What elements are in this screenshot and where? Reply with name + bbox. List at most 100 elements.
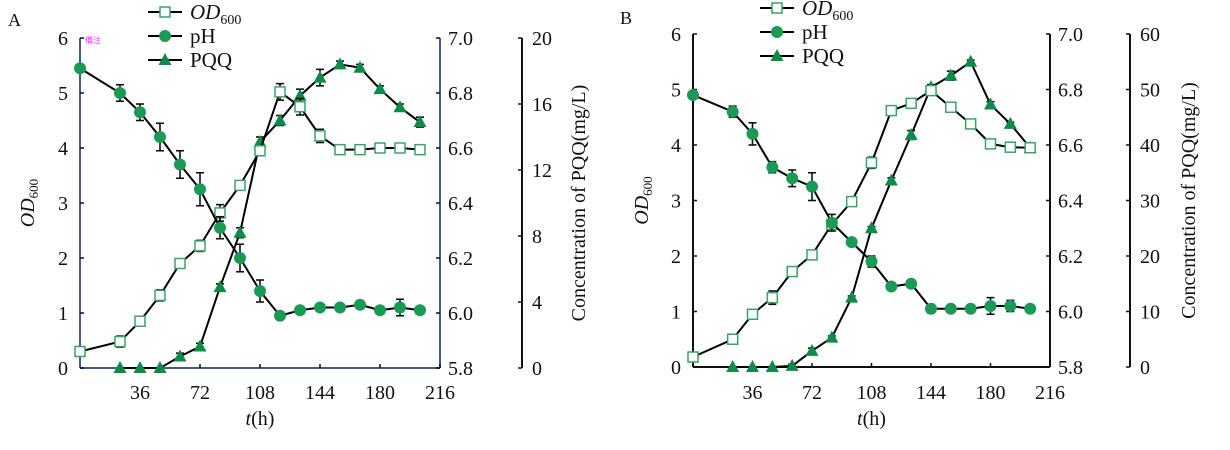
data-point-pqq (984, 97, 997, 110)
x-tick-label: 36 (743, 382, 763, 404)
data-point-od600 (394, 142, 406, 154)
x-axis-title-var: t (246, 408, 252, 430)
y-right-pqq-tick-label: 50 (1140, 80, 1160, 102)
y-right-ph-tick-label: 6.6 (1058, 135, 1083, 157)
x-axis-title: t(h) (246, 408, 275, 430)
y-right-ph-tick-label: 6.2 (1058, 246, 1083, 268)
data-point-pqq (333, 57, 347, 70)
y-right-axis-title: Concentration of PQQ(mg/L) (1178, 82, 1200, 319)
legend-entry-od600: OD600 (148, 0, 241, 28)
data-point-ph (885, 280, 898, 293)
data-point-od600 (114, 335, 126, 348)
y-right-ph-tick-label: 7.0 (1058, 24, 1083, 46)
data-point-pqq (884, 173, 898, 186)
data-point-pqq (805, 343, 819, 356)
x-tick-label: 144 (305, 382, 335, 404)
y-left-tick-label: 0 (671, 357, 681, 379)
y-left-tick-label: 1 (58, 303, 68, 325)
data-point-od600 (334, 143, 346, 156)
x-tick-label: 108 (245, 382, 275, 404)
panel-a: A01234565.86.06.26.46.66.87.004812162036… (8, 0, 590, 430)
x-tick-label: 216 (425, 382, 455, 404)
data-point-ph (687, 89, 699, 102)
y-right-ph-tick-label: 6.8 (1058, 80, 1083, 102)
data-point-od600 (134, 315, 146, 327)
data-point-od600 (174, 257, 186, 270)
y-right-ph-tick-label: 7.0 (448, 28, 473, 50)
legend-entry-od600: OD600 (760, 0, 853, 24)
data-point-ph (905, 277, 918, 290)
x-tick-label: 36 (130, 382, 150, 404)
legend-label: pH (802, 20, 828, 44)
series-line-od600 (79, 90, 421, 353)
y-right-ph-tick-label: 6.0 (1058, 302, 1083, 324)
data-point-ph (414, 304, 426, 317)
data-point-pqq (213, 280, 227, 293)
x-axis-title: t(h) (857, 408, 886, 430)
legend-label-sub: 600 (832, 9, 853, 24)
data-point-pqq (726, 360, 740, 372)
data-point-ph (374, 304, 386, 317)
legend-entry-ph: pH (148, 24, 216, 48)
data-point-ph (234, 252, 246, 264)
data-point-ph (944, 302, 957, 315)
data-point-ph (314, 301, 326, 314)
data-point-od600 (1024, 142, 1036, 154)
legend-label-main: OD (802, 0, 832, 20)
legend-marker (158, 53, 172, 65)
data-point-pqq (845, 290, 859, 303)
data-point-pqq (904, 128, 918, 141)
x-tick-label: 108 (857, 382, 887, 404)
data-point-od600 (194, 240, 206, 252)
data-point-od600 (274, 86, 286, 98)
data-point-ph (74, 62, 86, 75)
series-pqq (113, 57, 427, 373)
data-point-od600 (865, 157, 878, 169)
y-left-tick-label: 6 (58, 28, 68, 50)
y-left-tick-label: 2 (58, 248, 68, 270)
data-point-pqq (746, 360, 759, 372)
data-point-ph (294, 304, 306, 317)
x-axis-title-var: t (857, 408, 863, 430)
series-line-ph (79, 67, 421, 317)
y-right-ph-tick-label: 6.4 (448, 193, 473, 215)
series-od600 (74, 82, 426, 358)
data-point-ph (174, 158, 186, 171)
data-point-ph (786, 172, 799, 185)
data-point-ph (964, 302, 977, 315)
y-right-ph-tick-label: 6.8 (448, 83, 473, 105)
series-line-pqq (732, 60, 1031, 368)
data-point-pqq (413, 115, 427, 128)
series-ph (687, 89, 1037, 316)
y-right-pqq-tick-label: 0 (1140, 357, 1150, 379)
data-point-ph (726, 105, 739, 118)
y-right-pqq-tick-label: 60 (1140, 24, 1160, 46)
series-ph (74, 62, 426, 322)
legend-marker (771, 2, 783, 14)
data-point-od600 (945, 101, 957, 114)
data-point-ph (984, 299, 997, 312)
data-point-ph (1024, 302, 1037, 315)
data-point-ph (925, 302, 937, 315)
y-left-axis-title: OD600 (631, 176, 655, 224)
data-point-pqq (273, 113, 287, 126)
legend-label: pH (190, 24, 216, 48)
data-point-pqq (393, 100, 407, 113)
data-point-od600 (374, 142, 386, 154)
data-point-od600 (925, 84, 937, 97)
data-point-pqq (1003, 116, 1017, 129)
y-left-tick-label: 1 (671, 302, 681, 324)
data-point-od600 (414, 143, 426, 156)
data-point-od600 (746, 308, 759, 321)
data-point-pqq (193, 339, 207, 352)
data-point-ph (1004, 299, 1017, 312)
data-point-ph (746, 127, 759, 140)
series-pqq (726, 54, 1037, 372)
data-point-pqq (133, 361, 147, 373)
legend-entry-pqq: PQQ (760, 44, 844, 68)
data-point-od600 (314, 130, 326, 142)
y-left-title-sub: 600 (640, 176, 655, 196)
